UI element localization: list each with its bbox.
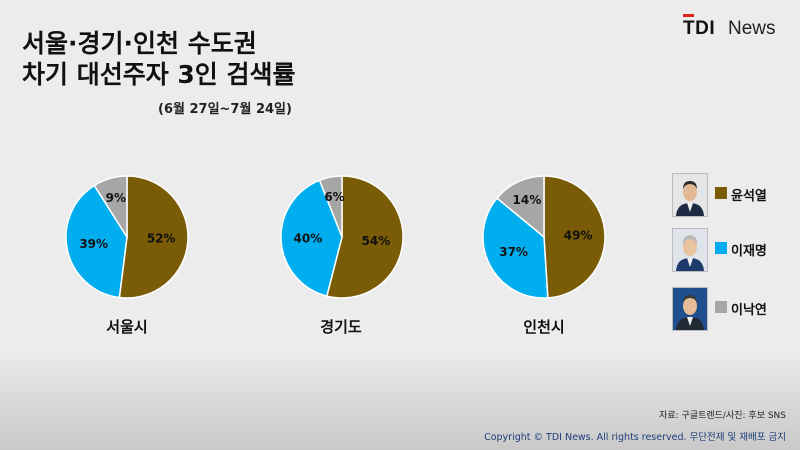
candidate-photo-icon [672, 287, 708, 331]
pie-incheon: 49% 37% 14% [482, 175, 606, 299]
pie-slice-yoon [118, 175, 189, 299]
candidate-photo-icon [672, 228, 708, 272]
pie-data-label-lee-nakyon: 6% [324, 190, 344, 204]
chart-title: 서울·경기·인천 수도권 차기 대선주자 3인 검색률 [22, 28, 296, 90]
pie-slice-lee-jaemyung [280, 179, 343, 297]
legend-item-lee-nakyon: 이낙연 [672, 287, 792, 331]
pie-data-label-lee-jaemyung: 40% [294, 232, 323, 246]
title-line-2: 차기 대선주자 3인 검색률 [22, 60, 296, 89]
pie-data-label-yoon: 52% [147, 232, 176, 246]
pie-slice-lee-nakyon [495, 175, 545, 239]
source-note: 자료: 구글트렌드/사진: 후보 SNS [659, 411, 786, 421]
period-subtitle: (6월 27일~7월 24일) [158, 102, 292, 117]
legend-label-yoon: 윤석열 [731, 189, 767, 204]
logo-accent-bar [683, 14, 694, 17]
copyright-notice: Copyright © TDI News. All rights reserve… [484, 432, 786, 443]
legend-swatch-lee-nakyon [715, 301, 727, 313]
logo-news-text: News [728, 18, 776, 39]
pie-slice-lee-nakyon [318, 175, 343, 238]
pie-slice-yoon [543, 175, 606, 299]
legend-label-lee-jaemyung: 이재명 [731, 244, 767, 259]
candidate-photo-icon [672, 173, 708, 217]
pie-data-label-lee-nakyon: 9% [106, 191, 126, 205]
title-line-1: 서울·경기·인천 수도권 [22, 29, 257, 58]
pie-data-label-yoon: 49% [564, 228, 593, 242]
pie-title-seoul: 서울시 [106, 318, 148, 336]
pie-data-label-yoon: 54% [362, 234, 391, 248]
legend-item-yoon: 윤석열 [672, 173, 792, 217]
pie-data-label-lee-nakyon: 14% [513, 193, 542, 207]
pie-slice-lee-nakyon [93, 175, 128, 240]
pie-data-label-lee-jaemyung: 37% [499, 245, 528, 259]
logo-tdi-text: TDI [683, 18, 716, 39]
legend-swatch-yoon [715, 187, 727, 199]
pie-gyeonggi: 54% 40% 6% [280, 175, 404, 299]
pie-title-incheon: 인천시 [523, 318, 565, 336]
legend-label-lee-nakyon: 이낙연 [731, 303, 767, 318]
pie-title-gyeonggi: 경기도 [320, 318, 362, 336]
pie-seoul: 52% 39% 9% [65, 175, 189, 299]
pie-data-label-lee-jaemyung: 39% [79, 237, 108, 251]
legend-item-lee-jaemyung: 이재명 [672, 228, 792, 272]
legend-swatch-lee-jaemyung [715, 242, 727, 254]
tdi-news-logo: TDI News [683, 12, 793, 42]
pie-slice-lee-jaemyung [482, 197, 549, 299]
pie-slice-yoon [325, 175, 404, 299]
